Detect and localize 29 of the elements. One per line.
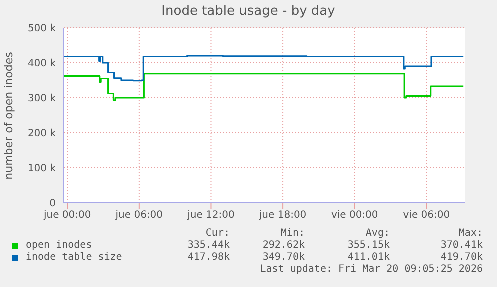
chart-title: Inode table usage - by day [160, 4, 336, 19]
text: Max: [458, 228, 483, 239]
text: 349.70k [262, 252, 305, 263]
x-tick-label: jue 00:00 [42, 210, 92, 222]
y-tick-label: 500 k [28, 24, 56, 35]
text: 411.01k [348, 252, 390, 263]
x-tick-label: jue 18:00 [258, 210, 307, 222]
y-tick-label: 300 k [28, 94, 56, 105]
text: 292.62k [262, 240, 305, 251]
legend-label: open inodes [26, 240, 92, 251]
x-tick-label: jue 06:00 [114, 210, 164, 222]
y-axis-title: number of open inodes [2, 52, 16, 180]
text: Cur: [206, 228, 230, 239]
y-tick-label: 400 k [28, 58, 56, 70]
y-tick-label: 100 k [28, 164, 56, 175]
text: Avg: [366, 228, 390, 239]
text: Min: [280, 228, 305, 239]
y-tick-label: 200 k [28, 128, 56, 140]
text: 335.44k [188, 240, 230, 251]
x-tick-label: jue 12:00 [186, 210, 235, 222]
y-tick-label: 0 [50, 198, 56, 210]
text: 417.98k [188, 252, 230, 263]
text: 370.41k [440, 240, 483, 251]
x-tick-label: vie 00:00 [331, 210, 378, 222]
text: 355.15k [348, 240, 390, 251]
x-tick-label: vie 06:00 [403, 210, 450, 222]
legend-label: inode table size [26, 252, 122, 263]
text: 419.70k [440, 252, 483, 263]
text: Last update: Fri Mar 20 09:05:25 2026 [260, 264, 483, 275]
